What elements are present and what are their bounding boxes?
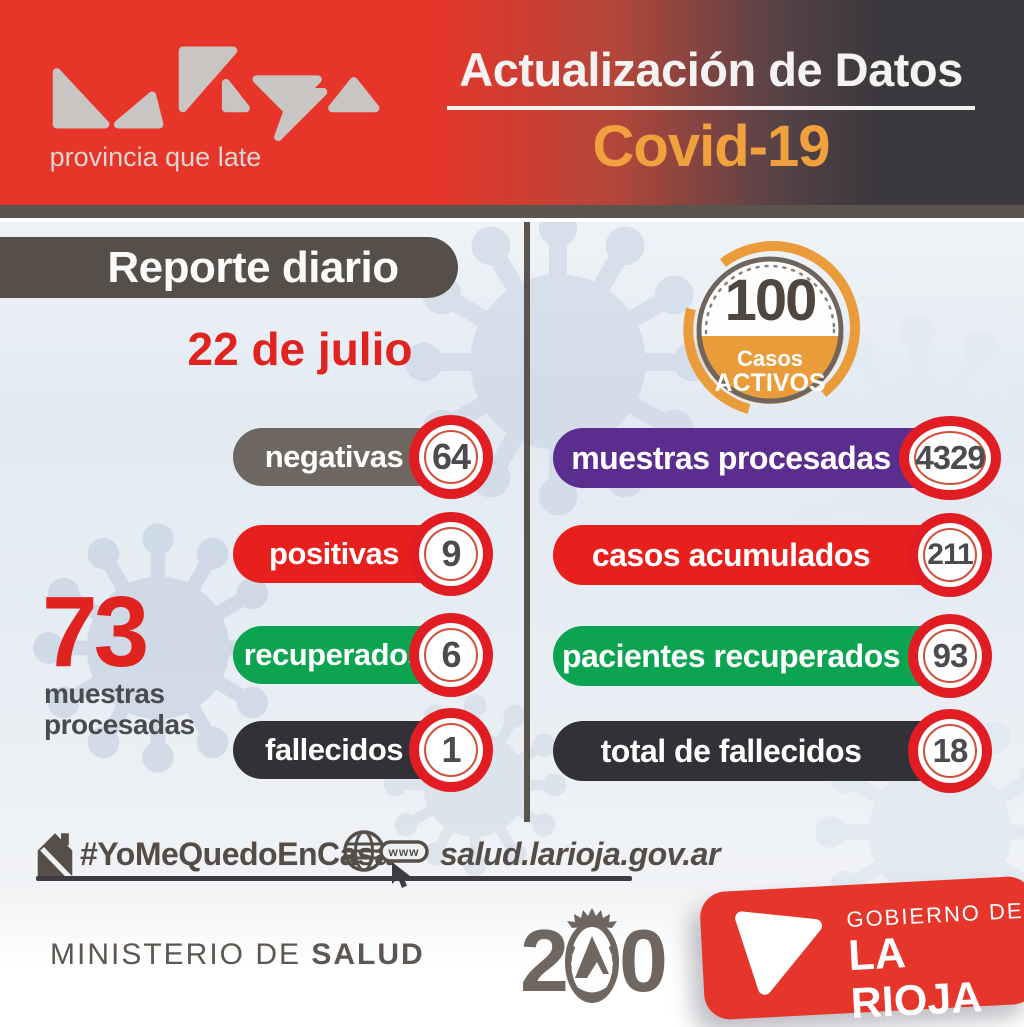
stat-label: muestras procesadas — [571, 439, 891, 476]
stat-row-muestras-procesadas: muestras procesadas 4329 — [0, 416, 1024, 500]
stat-value-badge: 6 — [409, 613, 493, 697]
stat-value: 93 — [932, 637, 969, 674]
stat-pill: pacientes recuperados — [553, 626, 957, 686]
bicentennial-logo: 2 0 — [520, 902, 668, 1011]
header: provincia que late Actualización de Dato… — [0, 0, 1024, 205]
active-label-2: ACTIVOS — [714, 369, 825, 397]
stat-row-fallecidos: fallecidos 1 — [0, 708, 1024, 792]
bicentennial-digit-2: 2 — [520, 911, 569, 1011]
stat-value-badge: 9 — [409, 512, 493, 596]
stat-label: pacientes recuperados — [561, 637, 901, 674]
active-cases-badge: 100 Casos ACTIVOS — [683, 241, 860, 414]
ministry-label: MINISTERIO DE SALUD — [50, 938, 425, 972]
stat-row-positivas: positivas 9 — [0, 512, 1024, 596]
government-triangle-icon — [735, 911, 823, 995]
stat-value-badge: 211 — [908, 513, 992, 597]
stat-value-badge: 64 — [409, 415, 493, 499]
active-value: 100 — [725, 268, 816, 333]
stat-value: 9 — [441, 533, 461, 574]
stat-label: casos acumulados — [591, 536, 871, 573]
orange-segment — [696, 336, 844, 404]
gray-ring — [696, 256, 844, 404]
page-subtitle: Covid-19 — [592, 113, 831, 179]
bicentennial-digit-0: 0 — [618, 911, 668, 1011]
bicentennial-emblem-icon — [564, 908, 619, 1003]
la-rioja-logo: provincia que late — [50, 46, 380, 172]
ministry-bold: SALUD — [311, 938, 425, 971]
globe-www-icon: www — [343, 830, 429, 888]
stat-pill: casos acumulados — [553, 525, 957, 585]
stat-row-pacientes-recuperados: pacientes recuperados 93 — [0, 614, 1024, 698]
stat-label: positivas — [269, 536, 399, 571]
logo-triangles — [52, 46, 380, 142]
title-divider — [447, 105, 975, 110]
svg-text:www: www — [387, 845, 419, 859]
house-icon — [37, 833, 73, 880]
government-badge: GOBIERNO DE LA RIOJA — [698, 875, 1024, 1027]
daily-samples-line1: muestras — [44, 678, 165, 709]
stat-pill: muestras procesadas — [553, 428, 957, 488]
header-bottom-strip — [0, 205, 1024, 218]
daily-samples-value: 73 — [42, 576, 149, 688]
stat-label: negativas — [264, 439, 404, 474]
government-text: GOBIERNO DE LA RIOJA — [846, 897, 1024, 1027]
links-row: #YoMeQuedoEnCasa www salud.larioja.gov.a… — [0, 818, 720, 890]
stat-label: recuperados — [243, 637, 425, 672]
stat-label: fallecidos — [265, 732, 404, 767]
stat-row-casos-acumulados: casos acumulados 211 — [0, 513, 1024, 597]
stat-value: 211 — [927, 538, 973, 571]
stat-value: 1 — [441, 729, 461, 770]
column-divider — [524, 222, 530, 822]
report-title-badge: Reporte diario — [0, 237, 458, 298]
daily-samples-label: muestras procesadas — [44, 678, 195, 741]
report-date: 22 de julio — [187, 323, 413, 375]
ministry-prefix: MINISTERIO DE — [50, 938, 312, 971]
stat-value: 6 — [441, 634, 461, 675]
stat-row-total-fallecidos: total de fallecidos 18 — [0, 709, 1024, 793]
stat-value: 4329 — [915, 439, 985, 476]
stat-value: 18 — [932, 732, 969, 769]
header-titles: Actualización de Datos Covid-19 — [428, 44, 994, 176]
footer: MINISTERIO DE SALUD 2 0 GOBIERNO DE LA R… — [0, 875, 1024, 1027]
orange-arc — [719, 241, 860, 397]
brand-tagline-svg: provincia que late — [50, 142, 262, 172]
page-title: Actualización de Datos — [459, 43, 963, 96]
links-underline — [36, 876, 632, 881]
stat-value-badge: 93 — [908, 614, 992, 698]
government-line2: LA RIOJA — [847, 929, 984, 1027]
stat-value-badge: 4329 — [899, 416, 1001, 500]
stat-value: 64 — [431, 436, 471, 477]
report-title: Reporte diario — [107, 242, 399, 292]
stat-row-negativas: negativas 64 — [0, 415, 1024, 499]
stat-pill: total de fallecidos — [553, 721, 957, 781]
stay-home-hashtag: #YoMeQuedoEnCasa — [80, 836, 392, 872]
stat-value-badge: 18 — [908, 709, 992, 793]
daily-samples-line2: procesadas — [44, 709, 195, 741]
website-link[interactable]: salud.larioja.gov.ar — [440, 836, 720, 872]
stat-label: total de fallecidos — [600, 732, 862, 769]
stat-row-recuperados: recuperados 6 — [0, 613, 1024, 697]
active-label-1: Casos — [737, 346, 803, 371]
stat-value-badge: 1 — [409, 708, 493, 792]
main-content: Reporte diario 22 de julio negativas 64 … — [0, 222, 1024, 890]
cursor-icon — [392, 862, 410, 888]
orange-arc — [683, 307, 751, 414]
